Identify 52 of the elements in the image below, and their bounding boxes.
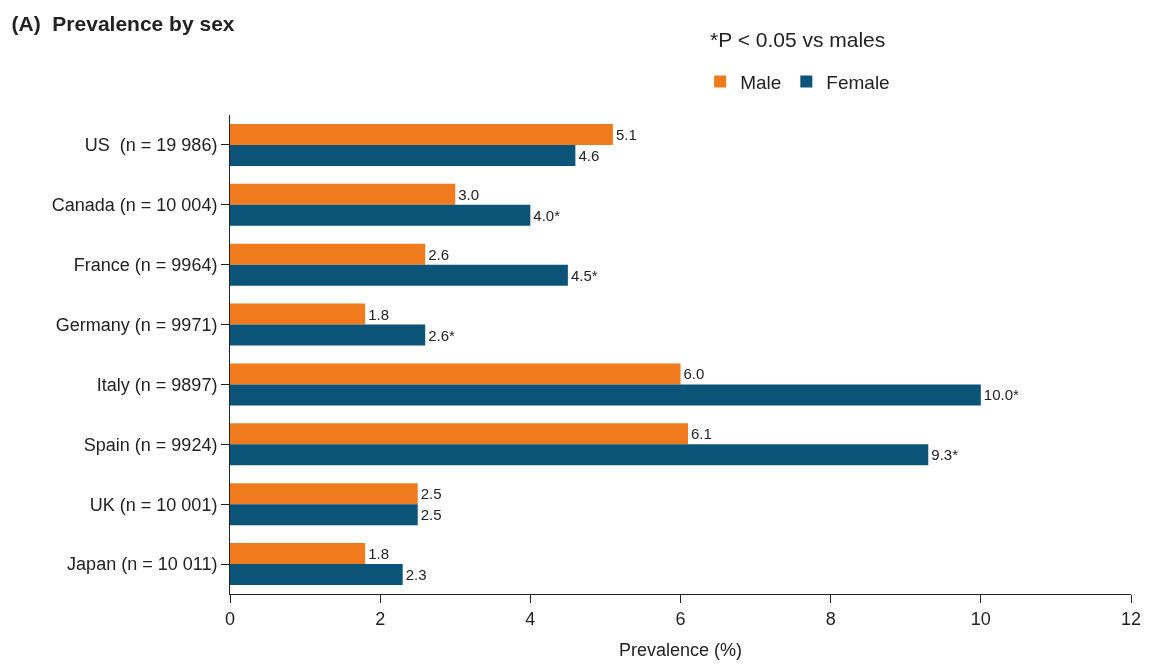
x-tick-label: 4 [525, 608, 536, 629]
bar [230, 303, 366, 325]
data-label: 4.5* [570, 266, 598, 284]
bar [230, 183, 456, 205]
data-label: 2.5 [420, 485, 442, 503]
x-tick-label: 2 [375, 608, 386, 629]
y-tick-label: Germany (n = 9971) [55, 314, 218, 335]
data-label: 2.5 [420, 506, 442, 524]
bar [230, 384, 981, 406]
data-label: 6.0 [683, 365, 705, 383]
bar [230, 144, 576, 166]
bar [230, 123, 613, 145]
bar [230, 324, 426, 346]
y-tick-label: UK (n = 10 001) [89, 494, 218, 515]
y-tick-label: Canada (n = 10 004) [51, 195, 218, 216]
y-tick-label: US (n = 19 986) [84, 135, 218, 156]
data-label: 2.3 [405, 566, 427, 584]
x-tick-label: 8 [825, 608, 836, 629]
data-label: 4.6 [578, 146, 600, 164]
bar [230, 564, 403, 586]
bar [230, 483, 418, 505]
y-tick-label: Italy (n = 9897) [96, 374, 218, 395]
bar [230, 204, 531, 226]
data-label: 3.0 [458, 185, 480, 203]
x-tick-label: 6 [675, 608, 686, 629]
chart-title: (A) Prevalence by sex [11, 12, 235, 36]
y-tick-label: France (n = 9964) [73, 254, 218, 275]
x-tick-label: 10 [970, 608, 991, 629]
data-label: 10.0* [983, 386, 1020, 404]
data-label: 4.0* [533, 206, 561, 224]
bar [230, 363, 681, 385]
legend-label: Female [826, 71, 890, 93]
y-tick-label: Spain (n = 9924) [83, 434, 218, 455]
data-label: 2.6* [428, 326, 456, 344]
data-label: 9.3* [931, 446, 959, 464]
x-tick-label: 12 [1120, 608, 1142, 629]
data-label: 1.8 [368, 545, 390, 563]
legend-label: Male [740, 71, 782, 93]
data-label: 1.8 [368, 305, 390, 323]
data-label: 5.1 [615, 125, 637, 143]
data-label: 2.6 [428, 245, 450, 263]
bar [230, 264, 568, 286]
bar [230, 423, 689, 445]
bar [230, 504, 418, 526]
y-tick-label: Japan (n = 10 011) [67, 554, 218, 575]
text: *P < 0.05 vs males [710, 28, 886, 51]
data-label: 6.1 [691, 425, 712, 443]
bar [230, 543, 366, 565]
x-tick-label: 0 [224, 608, 236, 629]
bar [230, 444, 929, 466]
bar [230, 243, 426, 265]
x-axis-title: Prevalence (%) [618, 639, 743, 660]
